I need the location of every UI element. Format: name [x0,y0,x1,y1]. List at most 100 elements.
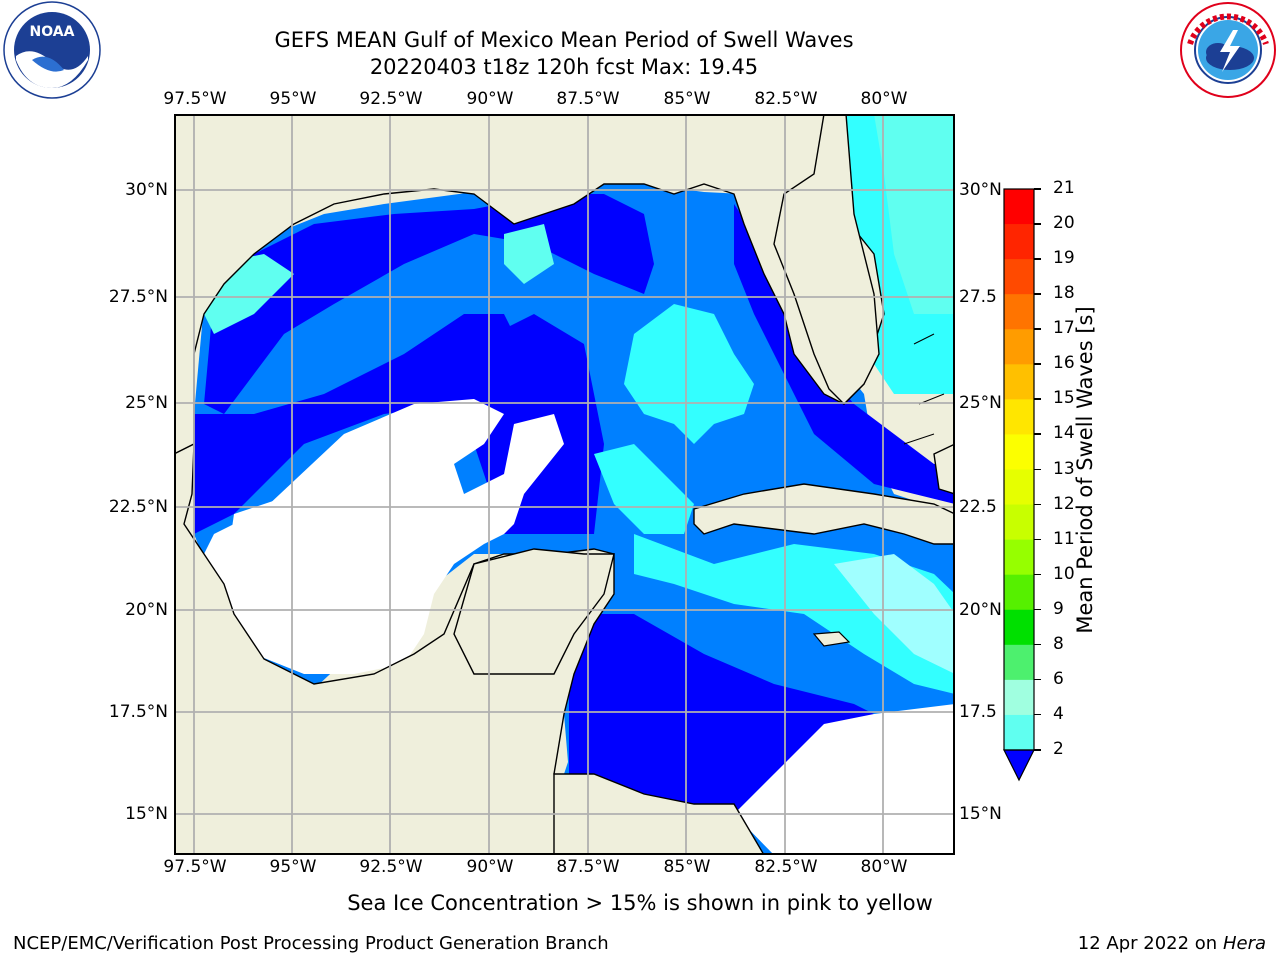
colorbar-segment [1004,469,1034,506]
colorbar-tick-label: 10 [1053,563,1075,584]
colorbar-tick-mark [1034,713,1041,716]
lat-label-right-3: 22.5 [959,497,997,517]
lon-label-top-2: 92.5°W [359,89,423,109]
hispaniola [933,443,955,495]
lon-label-top-4: 87.5°W [556,89,620,109]
florida-peninsula [773,114,880,405]
colorbar-tick-label: 12 [1053,493,1075,514]
lat-label-right-2: 25°N [959,393,1002,413]
colorbar-tick-mark [1034,258,1041,260]
colorbar-segment [1004,539,1034,576]
colorbar-tick-label: 2 [1053,739,1064,759]
lon-label-bottom-3: 90°W [466,857,514,877]
lon-label-top-3: 90°W [466,89,514,109]
footer-date-text: 12 Apr 2022 on [1077,933,1223,954]
colorbar-tick-label: 21 [1053,178,1075,198]
dark-band-north [204,194,654,414]
colorbar-tick-label: 16 [1053,353,1075,374]
lon-label-bottom-5: 85°W [663,857,711,877]
lat-label-right-6: 15°N [959,804,1002,824]
colorbar-tick-mark [1034,608,1041,611]
lat-label-right-5: 17.5 [959,702,997,722]
lat-label-right-1: 27.5 [959,287,997,307]
colorbar-tick-mark [1034,293,1041,295]
yucatan-channel-cyan [594,444,694,534]
colorbar-tick-label: 13 [1053,458,1075,479]
noaa-logo-icon: NOAA [2,0,102,100]
lon-label-bottom-4: 87.5°W [556,857,620,877]
colorbar-segment [1004,259,1034,295]
colorbar-tick-mark [1034,328,1041,330]
colorbar-tick-mark [1034,223,1041,225]
swell-period-map [174,114,955,855]
colorbar-tick-label: 20 [1053,213,1075,234]
title-line-1: GEFS MEAN Gulf of Mexico Mean Period of … [274,28,854,52]
footer-date: 12 Apr 2022 on Hera [1078,933,1266,954]
colorbar-segment [1004,224,1034,260]
colorbar-segment [1004,609,1034,646]
no-data-bay [224,494,354,634]
lon-label-top-0: 97.5°W [163,89,227,109]
colorbar-segment [1004,574,1034,611]
colorbar-tick-label: 8 [1053,633,1064,654]
colorbar-segment [1004,504,1034,541]
colorbar-segment [1004,364,1034,400]
colorbar-tick-mark [1034,503,1041,506]
lat-label-left-5: 17.5°N [108,702,168,722]
lon-label-top-1: 95°W [269,89,317,109]
colorbar-tick-label: 11 [1053,528,1075,549]
colorbar-segment [1004,189,1034,225]
lat-label-right-4: 20°N [959,600,1002,620]
graticule [174,114,955,855]
colorbar-tick-label: 9 [1053,598,1064,619]
colorbar-tick-mark [1034,398,1041,400]
yucatan-peninsula [453,548,615,675]
colorbar-segment [1004,294,1034,330]
noaa-logo-text: NOAA [30,24,75,40]
us-gulf-coast [174,114,955,455]
colorbar-tick-mark [1034,468,1041,470]
footer-org: NCEP/EMC/Verification Post Processing Pr… [13,933,609,954]
lon-label-bottom-7: 80°W [860,857,908,877]
lat-label-left-4: 20°N [125,600,168,620]
lat-label-left-2: 25°N [125,393,168,413]
colorbar-segment [1004,329,1034,365]
colorbar-label: Mean Period of Swell Waves [s] [1073,306,1097,634]
colorbar-tick-mark [1034,678,1041,681]
colorbar-tick-label: 18 [1053,283,1075,304]
dark-band-west [194,314,534,534]
lon-label-top-6: 82.5°W [754,89,818,109]
colorbar-tick-mark [1034,573,1041,576]
caribbean-light [834,554,955,674]
colorbar-tick-label: 6 [1053,668,1064,689]
colorbar-segment [1004,714,1034,751]
dark-band-yucatan [569,614,874,814]
colorbar-tick-mark [1034,433,1041,435]
colorbar-tick-label: 14 [1053,423,1075,444]
colorbar-tick-mark [1034,538,1041,541]
colorbar-tick-label: 4 [1053,703,1064,724]
colorbar-tick-label: 17 [1053,318,1075,339]
dark-band-east [734,204,955,504]
colorbar-extend-arrow [1003,749,1035,782]
lon-label-bottom-0: 97.5°W [163,857,227,877]
colorbar-tick-mark [1034,363,1041,365]
lon-label-bottom-2: 92.5°W [359,857,423,877]
lat-label-left-6: 15°N [125,804,168,824]
colorbar-tick-mark [1034,188,1041,190]
colorbar-tick-mark [1034,643,1041,646]
lat-label-left-1: 27.5°N [108,287,168,307]
title-line-2: 20220403 t18z 120h fcst Max: 19.45 [369,55,759,79]
colorbar-segment [1004,434,1034,470]
lon-label-bottom-6: 82.5°W [754,857,818,877]
sea-ice-note-text: Sea Ice Concentration > 15% is shown in … [347,891,933,915]
jamaica [812,631,851,647]
colorbar-segment [1004,644,1034,681]
lon-label-top-7: 80°W [860,89,908,109]
no-data-caribbean [734,704,955,855]
lon-label-bottom-1: 95°W [269,857,317,877]
colorbar [1003,188,1035,782]
louisiana-cyan [504,224,554,284]
atlantic-inner [874,114,955,314]
colorbar-tick-mark [1034,749,1041,751]
